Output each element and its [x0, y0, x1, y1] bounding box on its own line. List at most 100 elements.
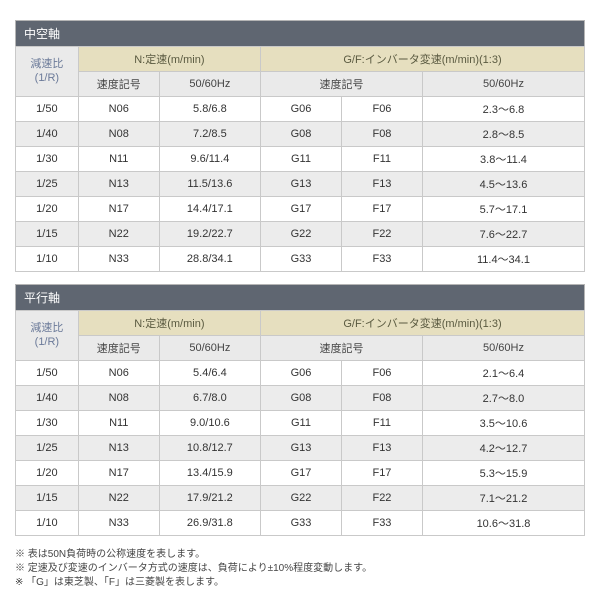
cell-n2: 5.4/6.4: [159, 361, 260, 386]
cell-n1: N11: [78, 411, 159, 436]
cell-ratio: 1/30: [16, 147, 79, 172]
cell-ratio: 1/20: [16, 197, 79, 222]
table-row: 1/30N119.6/11.4G11F113.8～11.4: [16, 147, 585, 172]
table-row: 1/15N2219.2/22.7G22F227.6～22.7: [16, 222, 585, 247]
cell-g3: 3.5～10.6: [422, 411, 584, 436]
table-row: 1/40N087.2/8.5G08F082.8～8.5: [16, 122, 585, 147]
section-title: 中空軸: [15, 20, 585, 46]
cell-n2: 19.2/22.7: [159, 222, 260, 247]
cell-n2: 11.5/13.6: [159, 172, 260, 197]
cell-n2: 13.4/15.9: [159, 461, 260, 486]
cell-g2: F13: [341, 172, 422, 197]
table-row: 1/50N065.4/6.4G06F062.1～6.4: [16, 361, 585, 386]
sub-header: 速度記号: [78, 72, 159, 97]
cell-g2: F33: [341, 511, 422, 536]
cell-ratio: 1/25: [16, 172, 79, 197]
speed-table: 減速比(1/R)N:定速(m/min)G/F:インバータ変速(m/min)(1:…: [15, 46, 585, 272]
cell-n1: N06: [78, 361, 159, 386]
sub-header: 速度記号: [260, 336, 422, 361]
cell-g1: G13: [260, 172, 341, 197]
cell-n1: N22: [78, 486, 159, 511]
sub-header: 50/60Hz: [159, 336, 260, 361]
footnotes: ※ 表は50N負荷時の公称速度を表します。※ 定速及び変速のインバータ方式の速度…: [15, 548, 585, 590]
cell-g1: G06: [260, 97, 341, 122]
cell-ratio: 1/15: [16, 222, 79, 247]
cell-n1: N33: [78, 511, 159, 536]
cell-n1: N06: [78, 97, 159, 122]
cell-g2: F08: [341, 386, 422, 411]
table-row: 1/30N119.0/10.6G11F113.5～10.6: [16, 411, 585, 436]
cell-g1: G06: [260, 361, 341, 386]
cell-ratio: 1/25: [16, 436, 79, 461]
cell-n1: N22: [78, 222, 159, 247]
cell-g1: G08: [260, 386, 341, 411]
cell-g3: 7.1～21.2: [422, 486, 584, 511]
cell-g1: G11: [260, 147, 341, 172]
table-row: 1/50N065.8/6.8G06F062.3～6.8: [16, 97, 585, 122]
cell-ratio: 1/40: [16, 386, 79, 411]
speed-table: 減速比(1/R)N:定速(m/min)G/F:インバータ変速(m/min)(1:…: [15, 310, 585, 536]
group-n-header: N:定速(m/min): [78, 311, 260, 336]
cell-ratio: 1/10: [16, 247, 79, 272]
cell-g1: G11: [260, 411, 341, 436]
table-row: 1/10N3328.8/34.1G33F3311.4～34.1: [16, 247, 585, 272]
cell-g3: 2.7～8.0: [422, 386, 584, 411]
cell-n2: 14.4/17.1: [159, 197, 260, 222]
table-row: 1/20N1714.4/17.1G17F175.7～17.1: [16, 197, 585, 222]
cell-ratio: 1/30: [16, 411, 79, 436]
cell-n1: N13: [78, 436, 159, 461]
cell-g3: 2.3～6.8: [422, 97, 584, 122]
ratio-header: 減速比(1/R): [16, 311, 79, 361]
cell-g1: G33: [260, 511, 341, 536]
cell-g2: F06: [341, 361, 422, 386]
cell-n1: N08: [78, 122, 159, 147]
cell-g2: F22: [341, 222, 422, 247]
table-row: 1/15N2217.9/21.2G22F227.1～21.2: [16, 486, 585, 511]
cell-n1: N17: [78, 461, 159, 486]
cell-g1: G33: [260, 247, 341, 272]
group-n-header: N:定速(m/min): [78, 47, 260, 72]
cell-ratio: 1/40: [16, 122, 79, 147]
cell-g2: F13: [341, 436, 422, 461]
footnote-line: ※ 表は50N負荷時の公称速度を表します。: [15, 548, 585, 562]
sub-header: 50/60Hz: [422, 336, 584, 361]
ratio-header: 減速比(1/R): [16, 47, 79, 97]
cell-g1: G17: [260, 197, 341, 222]
table-row: 1/10N3326.9/31.8G33F3310.6～31.8: [16, 511, 585, 536]
sub-header: 速度記号: [260, 72, 422, 97]
sub-header: 50/60Hz: [159, 72, 260, 97]
cell-ratio: 1/15: [16, 486, 79, 511]
cell-g3: 2.8～8.5: [422, 122, 584, 147]
table-row: 1/25N1311.5/13.6G13F134.5～13.6: [16, 172, 585, 197]
group-gf-header: G/F:インバータ変速(m/min)(1:3): [260, 47, 584, 72]
cell-g3: 2.1～6.4: [422, 361, 584, 386]
footnote-line: ※ 「G」は東芝製、「F」は三菱製を表します。: [15, 576, 585, 590]
cell-g2: F22: [341, 486, 422, 511]
table-row: 1/40N086.7/8.0G08F082.7～8.0: [16, 386, 585, 411]
cell-g3: 11.4～34.1: [422, 247, 584, 272]
cell-n1: N13: [78, 172, 159, 197]
cell-n2: 9.6/11.4: [159, 147, 260, 172]
cell-ratio: 1/20: [16, 461, 79, 486]
footnote-line: ※ 定速及び変速のインバータ方式の速度は、負荷により±10%程度変動します。: [15, 562, 585, 576]
sub-header: 速度記号: [78, 336, 159, 361]
cell-g3: 5.3～15.9: [422, 461, 584, 486]
cell-n2: 7.2/8.5: [159, 122, 260, 147]
cell-g2: F17: [341, 461, 422, 486]
cell-g3: 4.2～12.7: [422, 436, 584, 461]
cell-g3: 4.5～13.6: [422, 172, 584, 197]
cell-g1: G22: [260, 222, 341, 247]
section-title: 平行軸: [15, 284, 585, 310]
sub-header: 50/60Hz: [422, 72, 584, 97]
cell-g1: G13: [260, 436, 341, 461]
table-row: 1/25N1310.8/12.7G13F134.2～12.7: [16, 436, 585, 461]
cell-g2: F11: [341, 411, 422, 436]
group-gf-header: G/F:インバータ変速(m/min)(1:3): [260, 311, 584, 336]
cell-n1: N08: [78, 386, 159, 411]
cell-n2: 6.7/8.0: [159, 386, 260, 411]
cell-n2: 17.9/21.2: [159, 486, 260, 511]
table-row: 1/20N1713.4/15.9G17F175.3～15.9: [16, 461, 585, 486]
cell-n2: 26.9/31.8: [159, 511, 260, 536]
cell-ratio: 1/10: [16, 511, 79, 536]
cell-n2: 5.8/6.8: [159, 97, 260, 122]
